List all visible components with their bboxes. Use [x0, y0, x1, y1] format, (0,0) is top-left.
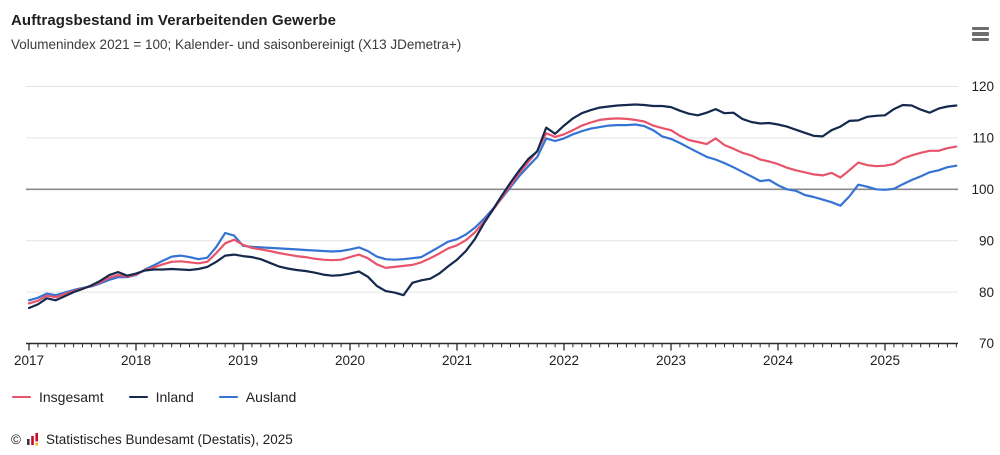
legend-swatch-insgesamt: [12, 395, 31, 399]
y-axis-tick-label: 80: [979, 285, 994, 300]
x-axis-tick-label: 2019: [228, 353, 258, 368]
menu-bar: [972, 38, 989, 42]
x-axis-tick-label: 2018: [121, 353, 151, 368]
menu-bar: [972, 26, 989, 30]
y-axis-tick-label: 90: [979, 233, 994, 248]
chart-canvas: 70 80 90 100 110 120 2017 2018 2019 2020 2021 2022 2…: [14, 79, 994, 368]
legend-label: Inland: [155, 389, 194, 405]
x-axis-tick-label: 2025: [870, 353, 900, 368]
series-line-inland: [27, 103, 958, 310]
copyright-symbol: ©: [11, 432, 21, 447]
x-axis-tick-label: 2022: [549, 353, 579, 368]
legend-item-ausland[interactable]: Ausland: [218, 389, 297, 405]
x-axis-tick-label: 2024: [763, 353, 794, 368]
y-axis-tick-label: 70: [979, 336, 994, 351]
source-text: Statistisches Bundesamt (Destatis), 2025: [45, 432, 293, 447]
page-title: Auftragsbestand im Verarbeitenden Gewerb…: [11, 12, 337, 29]
x-axis-tick-label: 2021: [442, 353, 472, 368]
legend-swatch-inland: [128, 395, 148, 399]
x-axis-tick-label: 2017: [14, 353, 44, 368]
y-axis-tick-label: 100: [971, 182, 994, 197]
legend-label: Insgesamt: [39, 389, 104, 405]
source-attribution: © Statistisches Bundesamt (Destatis), 20…: [11, 432, 293, 447]
chart-subtitle: Volumenindex 2021 = 100; Kalender- und s…: [11, 37, 462, 52]
y-axis-tick-label: 120: [971, 79, 994, 94]
series-line-ausland: [27, 123, 958, 302]
legend-swatch-ausland: [218, 395, 238, 399]
y-axis-tick-label: 110: [972, 131, 994, 146]
menu-bar: [972, 32, 989, 36]
legend-item-inland[interactable]: Inland: [128, 389, 194, 405]
x-axis-tick-label: 2023: [656, 353, 686, 368]
legend-item-insgesamt[interactable]: Insgesamt: [12, 389, 104, 405]
destatis-logo-icon: [26, 433, 38, 446]
hamburger-menu-icon[interactable]: [969, 21, 995, 47]
chart-legend: Insgesamt Inland Ausland: [12, 389, 296, 405]
legend-label: Ausland: [245, 389, 297, 405]
x-axis-tick-label: 2020: [335, 353, 365, 368]
